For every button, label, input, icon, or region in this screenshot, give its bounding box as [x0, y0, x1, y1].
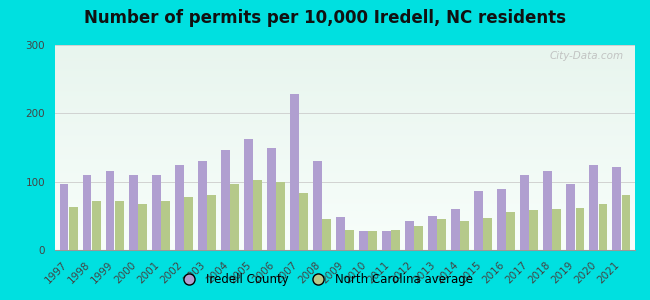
Bar: [138, 203, 147, 250]
Bar: [92, 201, 101, 250]
Bar: [552, 209, 561, 250]
Bar: [276, 182, 285, 250]
Bar: [115, 201, 124, 250]
Bar: [415, 226, 423, 250]
Bar: [345, 230, 354, 250]
Bar: [175, 165, 183, 250]
Bar: [530, 210, 538, 250]
Bar: [451, 209, 460, 250]
Bar: [359, 231, 368, 250]
Bar: [313, 161, 322, 250]
Bar: [474, 190, 483, 250]
Bar: [184, 197, 193, 250]
Bar: [428, 216, 437, 250]
Bar: [267, 148, 276, 250]
Bar: [299, 193, 308, 250]
Bar: [69, 207, 77, 250]
Text: City-Data.com: City-Data.com: [549, 51, 623, 61]
Bar: [221, 150, 229, 250]
Bar: [621, 195, 630, 250]
Bar: [382, 231, 391, 250]
Text: Number of permits per 10,000 Iredell, NC residents: Number of permits per 10,000 Iredell, NC…: [84, 9, 566, 27]
Bar: [198, 161, 207, 250]
Bar: [60, 184, 68, 250]
Bar: [391, 230, 400, 250]
Bar: [230, 184, 239, 250]
Bar: [322, 219, 331, 250]
Bar: [599, 203, 607, 250]
Bar: [497, 188, 506, 250]
Bar: [207, 195, 216, 250]
Bar: [106, 171, 114, 250]
Bar: [152, 175, 161, 250]
Bar: [161, 201, 170, 250]
Bar: [460, 221, 469, 250]
Bar: [484, 218, 492, 250]
Legend: Iredell County, North Carolina average: Iredell County, North Carolina average: [173, 269, 477, 291]
Bar: [405, 221, 413, 250]
Bar: [612, 167, 621, 250]
Bar: [590, 165, 598, 250]
Bar: [437, 219, 446, 250]
Bar: [254, 180, 262, 250]
Bar: [129, 175, 138, 250]
Bar: [520, 175, 529, 250]
Bar: [369, 231, 377, 250]
Bar: [83, 175, 92, 250]
Bar: [336, 217, 344, 250]
Bar: [566, 184, 575, 250]
Bar: [506, 212, 515, 250]
Bar: [290, 94, 298, 250]
Bar: [543, 171, 552, 250]
Bar: [575, 208, 584, 250]
Bar: [244, 139, 253, 250]
